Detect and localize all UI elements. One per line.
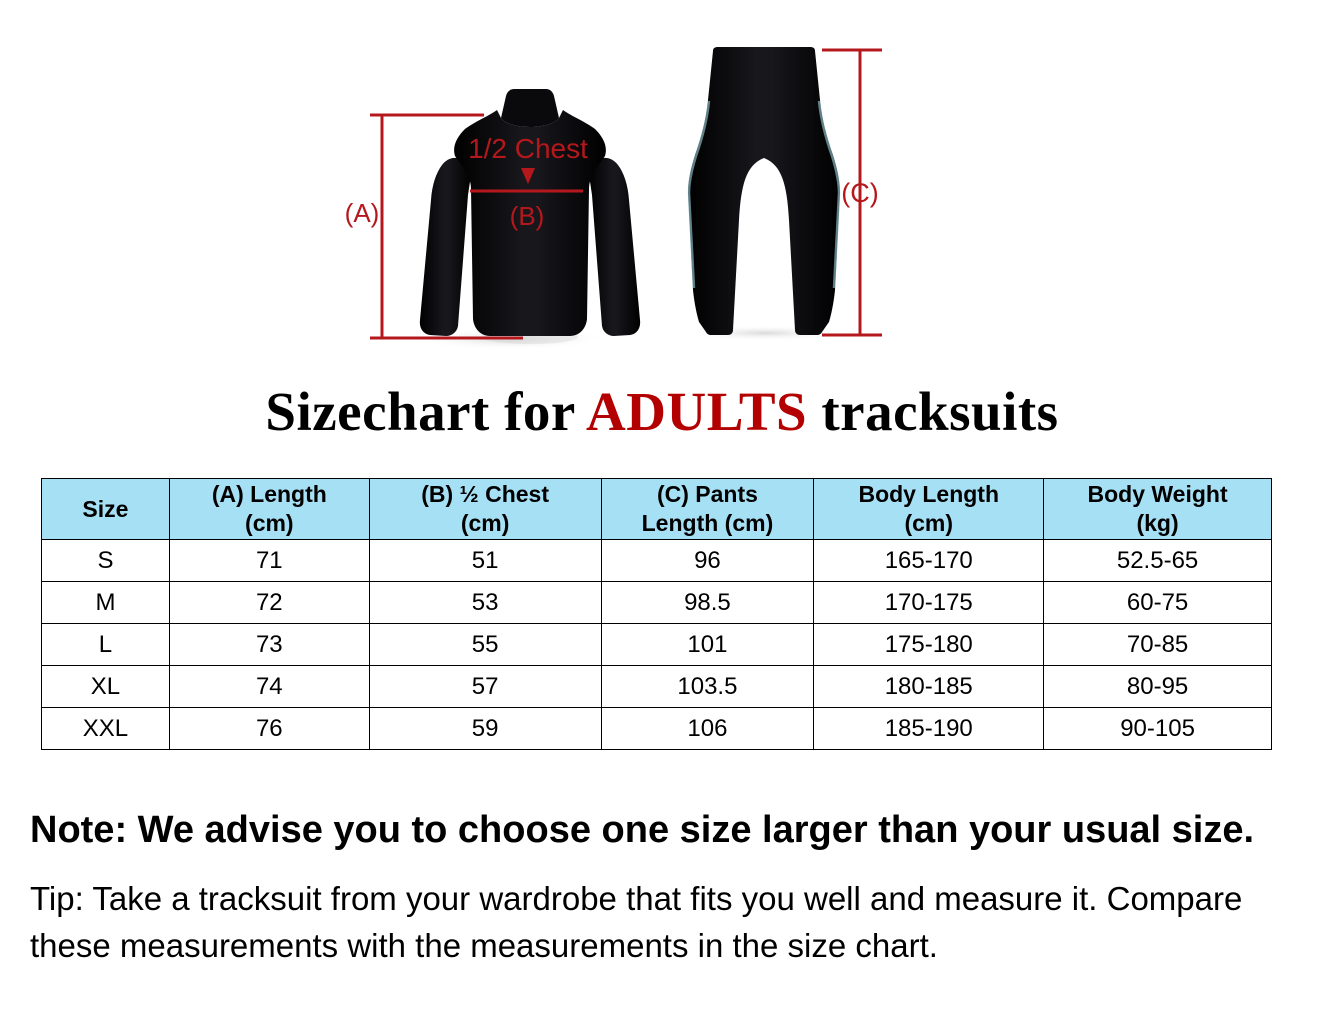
svg-text:(B): (B) [510, 201, 545, 231]
svg-text:(A): (A) [345, 198, 380, 228]
svg-text:(C): (C) [841, 178, 878, 208]
svg-text:1/2 Chest: 1/2 Chest [468, 133, 588, 164]
